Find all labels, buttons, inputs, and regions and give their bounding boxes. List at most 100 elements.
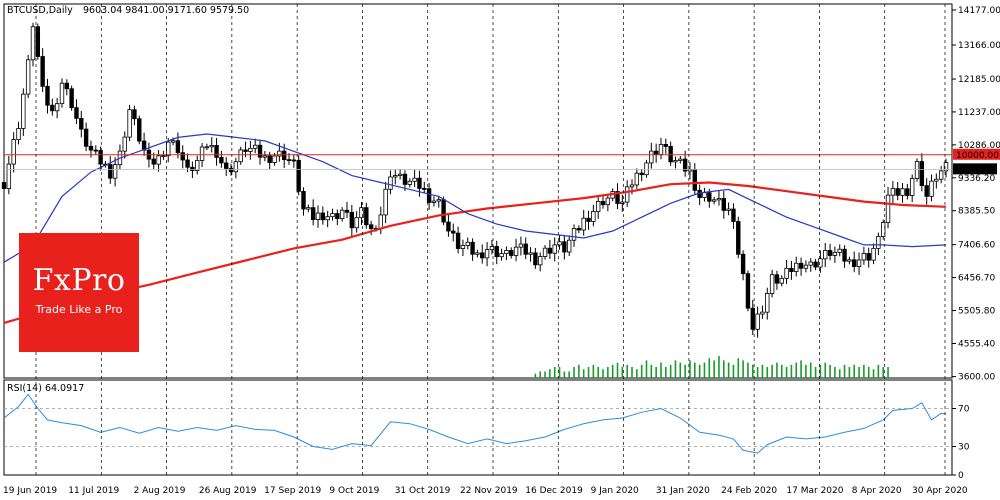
rsi-line (3, 393, 947, 454)
candle-body (924, 185, 929, 197)
candle-body (818, 258, 823, 268)
candle-body (436, 199, 441, 202)
candle-body (460, 245, 466, 249)
x-tick-label: 9 Jan 2020 (591, 486, 639, 496)
candle-body (127, 109, 132, 138)
x-tick-label: 16 Dec 2019 (525, 486, 583, 496)
candle-body (59, 82, 65, 105)
candle-body (784, 267, 789, 279)
candle-body (190, 166, 195, 171)
candle-body (547, 247, 553, 254)
candle-body (779, 277, 784, 284)
candle-body (513, 246, 519, 256)
candle-body (151, 158, 156, 165)
candle-body (484, 249, 490, 259)
candle-body (943, 162, 949, 172)
rsi-y-tick-label: 30 (958, 443, 970, 453)
candle-body (243, 149, 248, 152)
candle-body (900, 188, 905, 196)
candle-body (306, 207, 311, 210)
candle-body (291, 159, 297, 162)
candle-body (934, 178, 939, 182)
candle-body (639, 172, 644, 176)
candle-body (745, 273, 751, 309)
candle-body (325, 216, 330, 221)
candle-body (296, 159, 301, 192)
rsi-y-tick-label: 0 (958, 471, 964, 481)
ma-slow-line (3, 181, 947, 324)
candle-body (813, 261, 818, 268)
candle-body (653, 150, 659, 155)
candle-body (431, 200, 437, 203)
candle-body (740, 253, 746, 275)
candle-body (504, 250, 509, 254)
rsi-y-tick-label: 70 (958, 405, 970, 415)
candle-body (808, 261, 813, 266)
candle-body (586, 217, 591, 222)
candle-body (876, 236, 881, 249)
candle-body (470, 241, 475, 255)
candle-body (402, 173, 408, 185)
candle-body (721, 198, 726, 211)
candle-body (156, 155, 161, 165)
candle-body (93, 149, 98, 152)
candle-body (658, 143, 664, 155)
candle-body (509, 250, 514, 256)
x-tick-label: 31 Oct 2019 (395, 486, 451, 496)
x-tick-label: 31 Jan 2020 (656, 486, 710, 496)
rsi-frame (3, 379, 953, 476)
candle-body (750, 307, 755, 330)
candle-body (871, 247, 876, 261)
candle-body (83, 128, 89, 147)
candle-body (803, 264, 809, 269)
x-tick-label: 22 Nov 2019 (460, 486, 518, 496)
candle-body (624, 186, 630, 203)
candle-body (45, 85, 50, 106)
y-tick-label: 4555.40 (958, 339, 995, 349)
candle-body (79, 117, 84, 130)
y-tick-label: 12185.00 (958, 75, 1000, 85)
y-tick-label: 13166.00 (958, 41, 1000, 51)
candle-body (50, 104, 55, 112)
fxpro-logo: FxPro Trade Like a Pro (19, 233, 139, 352)
candle-body (557, 241, 562, 246)
candle-body (909, 178, 915, 196)
candle-body (185, 159, 190, 168)
y-tick-label: 10286.00 (958, 141, 1000, 151)
candle-body (856, 259, 862, 267)
candle-body (634, 172, 640, 186)
candle-body (224, 162, 229, 169)
candle-body (214, 145, 219, 158)
candle-body (137, 118, 142, 142)
candle-body (455, 232, 461, 249)
candle-body (407, 180, 412, 185)
candle-body (378, 214, 383, 229)
candle-body (204, 146, 210, 149)
candle-body (354, 217, 359, 229)
candle-body (518, 243, 524, 248)
candle-body (69, 88, 74, 109)
candle-body (475, 252, 480, 255)
candle-body (615, 191, 620, 204)
candle-body (852, 259, 857, 267)
candle-body (765, 293, 770, 313)
candle-body (161, 155, 166, 158)
rsi-title: RSI(14) 64.0917 (7, 383, 84, 394)
candle-body (228, 168, 234, 173)
candle-body (832, 251, 838, 256)
candle-body (673, 160, 678, 163)
candle-body (489, 246, 495, 250)
candle-body (571, 228, 577, 241)
y-tick-label: 8385.50 (958, 207, 995, 217)
candle-body (692, 169, 697, 191)
candle-body (789, 267, 794, 272)
candle-body (40, 56, 45, 87)
candle-body (919, 161, 925, 187)
candle-body (881, 222, 886, 237)
candle-body (895, 188, 900, 196)
candle-body (315, 212, 321, 220)
candle-body (209, 145, 214, 148)
candle-body (736, 221, 741, 255)
candle-body (591, 211, 596, 222)
candle-body (195, 160, 200, 171)
